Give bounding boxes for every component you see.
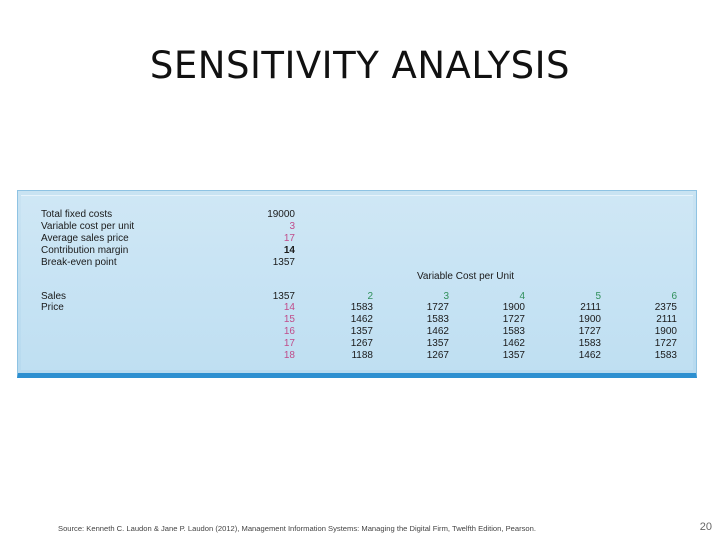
grid-cell: 1462 <box>502 338 525 349</box>
grid-cell: 1583 <box>350 302 373 313</box>
grid-cell: 1900 <box>578 314 601 325</box>
grid-cell: 1727 <box>578 326 601 337</box>
value-average-sales-price: 17 <box>283 233 295 244</box>
variable-cost-col-4: 4 <box>519 291 525 302</box>
grid-cell: 1188 <box>351 350 373 361</box>
price-row-14: 14 <box>283 302 295 313</box>
variable-cost-col-2: 2 <box>367 291 373 302</box>
price-row-17: 17 <box>283 338 295 349</box>
price-row-16: 16 <box>283 326 295 337</box>
value-contribution-margin: 14 <box>283 245 295 256</box>
slide-title: SENSITIVITY ANALYSIS <box>149 44 571 87</box>
variable-cost-col-5: 5 <box>595 291 601 302</box>
grid-cell: 1462 <box>426 326 449 337</box>
label-average-sales-price: Average sales price <box>41 233 129 244</box>
variable-cost-header: Variable Cost per Unit <box>417 271 515 282</box>
value-total-fixed-costs: 19000 <box>267 209 295 220</box>
page-number: 20 <box>699 521 712 533</box>
sensitivity-table-panel: Total fixed costs Variable cost per unit… <box>17 190 697 378</box>
grid-cell: 2111 <box>580 302 601 313</box>
grid-cell: 2375 <box>654 302 677 313</box>
label-break-even-point: Break-even point <box>41 257 117 268</box>
grid-cell: 1267 <box>350 338 373 349</box>
grid-cell: 1583 <box>426 314 449 325</box>
grid-cell: 1583 <box>502 326 525 337</box>
variable-cost-col-3: 3 <box>443 291 449 302</box>
source-citation: Source: Kenneth C. Laudon & Jane P. Laud… <box>58 524 536 533</box>
grid-cell: 1462 <box>350 314 373 325</box>
label-variable-cost-per-unit: Variable cost per unit <box>41 221 135 232</box>
label-contribution-margin: Contribution margin <box>41 245 129 256</box>
grid-cell: 1462 <box>578 350 601 361</box>
grid-cell: 1727 <box>426 302 449 313</box>
price-row-15: 15 <box>283 314 295 325</box>
grid-cell: 1583 <box>578 338 601 349</box>
value-break-even-point: 1357 <box>272 257 295 268</box>
sales-base-value: 1357 <box>272 291 295 302</box>
grid-cell: 1357 <box>350 326 373 337</box>
grid-cell: 1267 <box>426 350 449 361</box>
grid-cell: 1357 <box>426 338 449 349</box>
grid-cell: 1357 <box>502 350 525 361</box>
grid-cell: 1900 <box>654 326 677 337</box>
grid-cell: 1583 <box>654 350 677 361</box>
grid-cell: 1727 <box>654 338 677 349</box>
label-sales: Sales <box>41 291 67 302</box>
variable-cost-col-6: 6 <box>671 291 677 302</box>
label-price: Price <box>41 302 64 313</box>
label-total-fixed-costs: Total fixed costs <box>41 209 113 220</box>
value-variable-cost-per-unit: 3 <box>289 221 295 232</box>
grid-cell: 1727 <box>502 314 525 325</box>
price-row-18: 18 <box>283 350 295 361</box>
sensitivity-table: Total fixed costs Variable cost per unit… <box>21 195 693 370</box>
grid-cell: 1900 <box>502 302 525 313</box>
grid-cell: 2111 <box>656 314 677 325</box>
